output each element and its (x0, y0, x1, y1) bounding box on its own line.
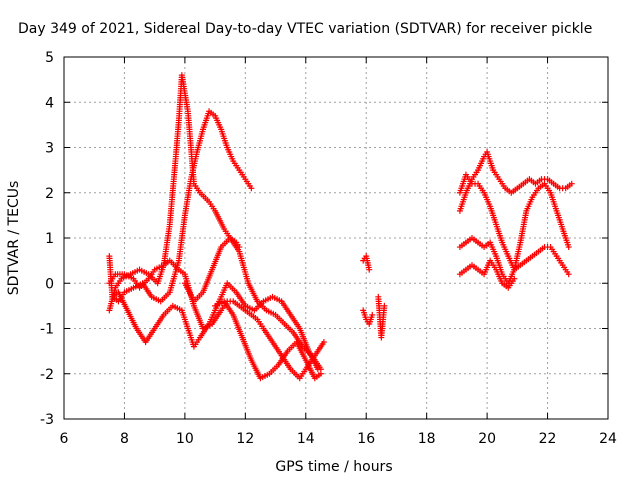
data-point (366, 266, 373, 273)
y-tick-label: 4 (45, 95, 54, 111)
data-point (369, 311, 376, 318)
chart-title: Day 349 of 2021, Sidereal Day-to-day VTE… (18, 21, 592, 37)
x-tick-label: 12 (236, 431, 254, 447)
x-tick-label: 16 (357, 431, 375, 447)
series-track-h (360, 307, 376, 327)
x-tick-label: 20 (478, 431, 496, 447)
y-tick-label: 1 (45, 231, 54, 247)
series-track-a (106, 108, 255, 305)
x-axis-ticks: 6 8 10 12 14 16 18 20 22 24 (60, 57, 617, 447)
data-point (565, 271, 572, 278)
data-point (565, 244, 572, 251)
x-tick-label: 8 (120, 431, 129, 447)
x-tick-label: 18 (418, 431, 436, 447)
data-point (248, 185, 255, 192)
data-point (568, 180, 575, 187)
x-tick-label: 22 (539, 431, 557, 447)
x-axis-label: GPS time / hours (275, 459, 392, 475)
data-point (381, 302, 388, 309)
series-track-e (181, 235, 324, 373)
series-track-k (456, 171, 572, 278)
y-tick-label: -3 (40, 412, 54, 428)
series-track-g (360, 253, 373, 273)
grid (64, 57, 608, 419)
series-track-l (456, 180, 572, 287)
series-track-f (212, 298, 324, 382)
y-tick-label: 3 (45, 141, 54, 157)
y-tick-label: -1 (40, 322, 54, 338)
data-point (511, 275, 518, 282)
series-track-j (456, 149, 575, 214)
y-tick-label: 0 (45, 276, 54, 292)
series-track-b (106, 72, 243, 314)
x-tick-label: 14 (297, 431, 315, 447)
y-axis-ticks: -3 -2 -1 0 1 2 3 4 5 (40, 50, 608, 428)
data-point (317, 370, 324, 377)
y-tick-label: 2 (45, 186, 54, 202)
data-point (320, 339, 327, 346)
y-tick-label: 5 (45, 50, 54, 66)
series-track-i (375, 293, 388, 341)
series-track-m (456, 257, 518, 291)
x-tick-label: 6 (60, 431, 69, 447)
x-tick-label: 24 (599, 431, 617, 447)
x-tick-label: 10 (176, 431, 194, 447)
data-points (106, 72, 575, 382)
y-tick-label: -2 (40, 367, 54, 383)
y-axis-label: SDTVAR / TECUs (6, 181, 22, 296)
